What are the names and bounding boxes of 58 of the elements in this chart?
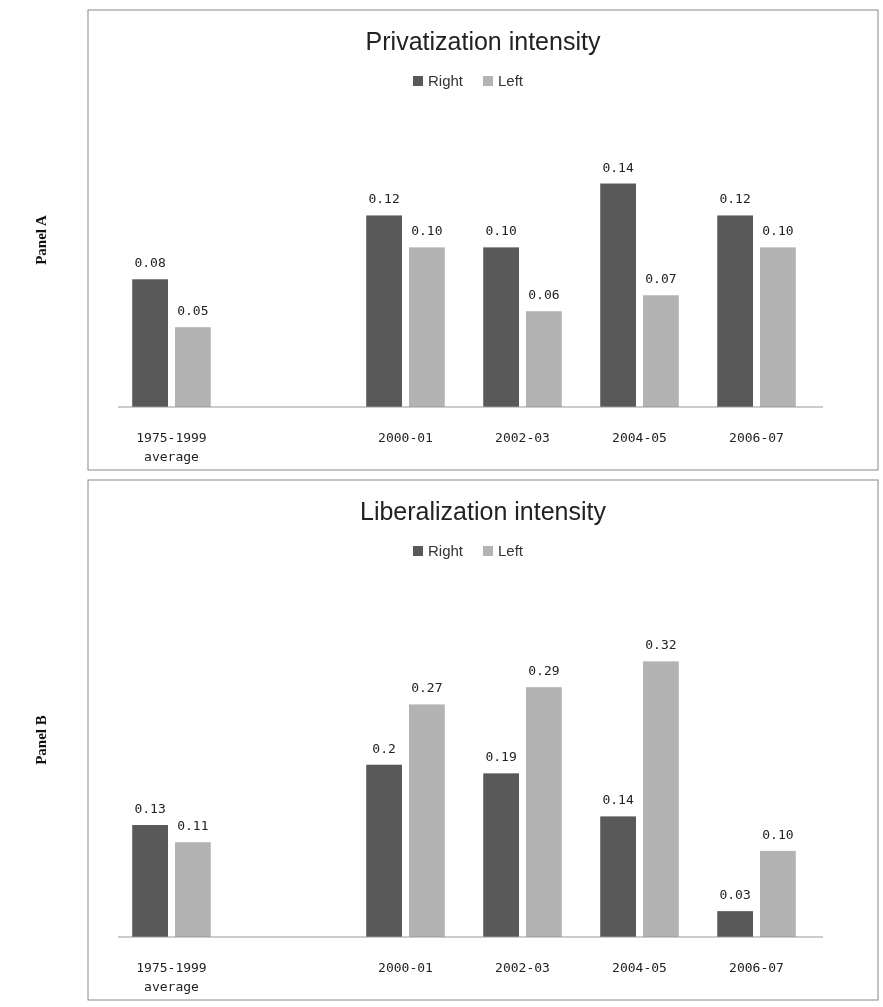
x-tick-label: 2002-03 <box>495 960 550 975</box>
bar <box>174 327 211 407</box>
data-label: 0.14 <box>602 159 634 175</box>
data-label: 0.10 <box>762 826 794 842</box>
data-label: 0.05 <box>177 303 209 319</box>
x-tick-label: 2004-05 <box>612 430 667 445</box>
legend-label: Left <box>498 542 524 559</box>
data-label: 0.11 <box>177 818 209 834</box>
bar <box>366 764 402 937</box>
bar <box>760 247 796 407</box>
x-tick-label: 1975-1999 average <box>136 960 207 994</box>
chart-title: Privatization intensity <box>365 27 601 55</box>
chart-title: Liberalization intensity <box>360 497 607 525</box>
y-axis-title: Panel A <box>33 215 49 265</box>
x-tick-label: 2000-01 <box>378 960 433 975</box>
x-tick-label: 2006-07 <box>729 430 784 445</box>
data-label: 0.2 <box>372 740 396 756</box>
x-tick-label: 1975-1999 average <box>136 430 207 464</box>
legend-label: Left <box>498 72 524 89</box>
bar <box>760 850 796 937</box>
data-label: 0.12 <box>368 191 400 207</box>
data-label: 0.19 <box>485 749 517 765</box>
data-label: 0.29 <box>528 663 560 679</box>
bar <box>132 279 168 407</box>
data-label: 0.27 <box>411 680 443 696</box>
x-tick-label: 2004-05 <box>612 960 667 975</box>
bar <box>600 183 637 407</box>
data-label: 0.07 <box>645 271 677 287</box>
data-label: 0.32 <box>645 637 677 653</box>
data-label: 0.13 <box>134 801 166 817</box>
data-label: 0.12 <box>719 191 751 207</box>
bar <box>483 247 519 407</box>
bar <box>366 215 402 407</box>
data-label: 0.06 <box>528 287 560 303</box>
bar <box>717 911 754 937</box>
bar <box>643 295 679 407</box>
bar <box>600 816 637 937</box>
bar <box>132 825 168 937</box>
legend-label: Right <box>428 72 464 89</box>
data-label: 0.03 <box>719 887 751 903</box>
y-axis-title: Panel B <box>33 715 49 765</box>
data-label: 0.08 <box>134 255 166 271</box>
bar <box>526 311 562 407</box>
x-tick-label: 2002-03 <box>495 430 550 445</box>
bar <box>409 247 445 407</box>
bar <box>717 215 754 407</box>
bar <box>409 704 445 937</box>
legend-label: Right <box>428 542 464 559</box>
x-tick-label: 2006-07 <box>729 960 784 975</box>
data-label: 0.10 <box>411 223 443 239</box>
bar <box>526 687 562 937</box>
bar <box>174 842 211 937</box>
bar <box>483 773 519 937</box>
bar <box>643 661 679 937</box>
data-label: 0.14 <box>602 792 634 808</box>
x-tick-label: 2000-01 <box>378 430 433 445</box>
data-label: 0.10 <box>485 223 517 239</box>
data-label: 0.10 <box>762 223 794 239</box>
